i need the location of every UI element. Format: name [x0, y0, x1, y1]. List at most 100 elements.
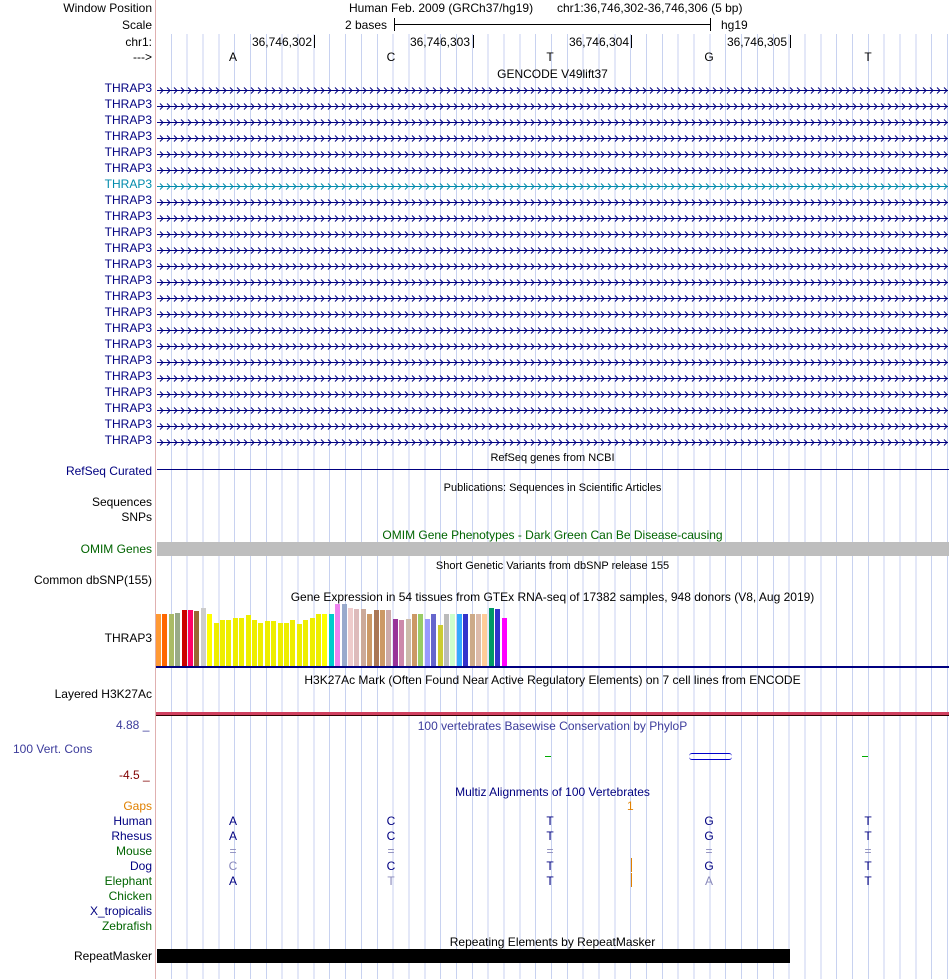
- gtex-tissue-bar[interactable]: [367, 614, 372, 666]
- strand-label[interactable]: --->: [133, 50, 152, 64]
- gtex-tissue-bar[interactable]: [438, 625, 443, 666]
- gencode-gene-label[interactable]: THRAP3: [104, 257, 152, 271]
- pubs-track-label-snps[interactable]: SNPs: [121, 510, 152, 524]
- gtex-tissue-bar[interactable]: [252, 620, 257, 666]
- gtex-tissue-bar[interactable]: [246, 615, 251, 666]
- dbsnp-track-label[interactable]: Common dbSNP(155): [33, 573, 152, 587]
- gtex-tissue-bar[interactable]: [310, 618, 315, 666]
- gtex-tissue-bar[interactable]: [393, 619, 398, 666]
- gtex-tissue-bar[interactable]: [220, 620, 225, 666]
- species-dog[interactable]: Dog: [129, 859, 152, 873]
- gtex-tissue-bar[interactable]: [322, 614, 327, 666]
- gtex-tissue-bar[interactable]: [399, 620, 404, 666]
- gtex-tissue-bar[interactable]: [412, 614, 417, 666]
- gtex-tissue-bar[interactable]: [495, 609, 500, 666]
- repeat-element-bar[interactable]: [157, 949, 790, 963]
- species-x-tropicalis[interactable]: X_tropicalis: [89, 904, 152, 918]
- gtex-tissue-bar[interactable]: [502, 618, 507, 666]
- gtex-tissue-bar[interactable]: [290, 620, 295, 666]
- gencode-transcript[interactable]: [157, 164, 948, 174]
- phylop-track-label[interactable]: 100 Vert. Cons: [13, 742, 93, 756]
- gtex-tissue-bar[interactable]: [463, 614, 468, 666]
- gencode-gene-label[interactable]: THRAP3: [104, 417, 152, 431]
- gencode-gene-label[interactable]: THRAP3: [104, 337, 152, 351]
- gtex-tissue-bar[interactable]: [169, 614, 174, 666]
- refseq-gene-line[interactable]: [157, 469, 949, 470]
- gencode-gene-label[interactable]: THRAP3: [104, 433, 152, 447]
- gencode-gene-label[interactable]: THRAP3: [104, 81, 152, 95]
- gtex-tissue-bar[interactable]: [489, 608, 494, 666]
- pubs-track-label-sequences[interactable]: Sequences: [91, 495, 152, 509]
- gtex-tissue-bar[interactable]: [374, 610, 379, 666]
- gencode-transcript[interactable]: [157, 340, 948, 350]
- gtex-tissue-bar[interactable]: [431, 614, 436, 666]
- gtex-track-label[interactable]: THRAP3: [104, 631, 152, 645]
- gencode-transcript[interactable]: [157, 228, 948, 238]
- species-mouse[interactable]: Mouse: [115, 844, 152, 858]
- gencode-gene-label[interactable]: THRAP3: [104, 321, 152, 335]
- gencode-gene-label[interactable]: THRAP3: [104, 145, 152, 159]
- gtex-tissue-bar[interactable]: [335, 604, 340, 666]
- gencode-transcript[interactable]: [157, 244, 948, 254]
- gtex-tissue-bar[interactable]: [233, 618, 238, 666]
- gencode-transcript[interactable]: [157, 308, 948, 318]
- gtex-tissue-bar[interactable]: [303, 620, 308, 666]
- gtex-tissue-bar[interactable]: [380, 610, 385, 666]
- gtex-tissue-bar[interactable]: [482, 614, 487, 666]
- gencode-transcript[interactable]: [157, 420, 948, 430]
- gencode-gene-label[interactable]: THRAP3: [104, 97, 152, 111]
- gencode-transcript[interactable]: [157, 276, 948, 286]
- gtex-tissue-bar[interactable]: [329, 614, 334, 666]
- gencode-gene-label[interactable]: THRAP3: [104, 353, 152, 367]
- gtex-tissue-bar[interactable]: [207, 614, 212, 666]
- gtex-tissue-bar[interactable]: [444, 614, 449, 666]
- window-position[interactable]: chr1:36,746,302-36,746,306 (5 bp): [557, 1, 743, 15]
- gencode-transcript[interactable]: [157, 436, 948, 446]
- gtex-tissue-bar[interactable]: [342, 604, 347, 666]
- species-zebrafish[interactable]: Zebrafish: [101, 919, 152, 933]
- gtex-tissue-bar[interactable]: [194, 611, 199, 666]
- gtex-tissue-bar[interactable]: [175, 613, 180, 666]
- gtex-tissue-bar[interactable]: [297, 624, 302, 666]
- species-human[interactable]: Human: [113, 814, 152, 828]
- gencode-gene-label[interactable]: THRAP3: [104, 369, 152, 383]
- gencode-gene-label[interactable]: THRAP3: [104, 209, 152, 223]
- gencode-transcript[interactable]: [157, 260, 948, 270]
- gencode-transcript[interactable]: [157, 356, 948, 366]
- gtex-tissue-bar[interactable]: [406, 619, 411, 666]
- gencode-transcript[interactable]: [157, 404, 948, 414]
- gencode-transcript[interactable]: [157, 148, 948, 158]
- gtex-tissue-bar[interactable]: [361, 609, 366, 666]
- refseq-track-label[interactable]: RefSeq Curated: [65, 464, 152, 478]
- gtex-tissue-bar[interactable]: [348, 608, 353, 666]
- gencode-transcript[interactable]: [157, 116, 948, 126]
- species-elephant[interactable]: Elephant: [104, 874, 152, 888]
- gencode-transcript[interactable]: [157, 100, 948, 110]
- gtex-tissue-bar[interactable]: [278, 623, 283, 666]
- gencode-transcript[interactable]: [157, 372, 948, 382]
- gencode-transcript[interactable]: [157, 324, 948, 334]
- gencode-gene-label[interactable]: THRAP3: [104, 401, 152, 415]
- gtex-tissue-bar[interactable]: [265, 621, 270, 666]
- gencode-transcript[interactable]: [157, 388, 948, 398]
- gtex-tissue-bar[interactable]: [425, 619, 430, 666]
- gtex-tissue-bar[interactable]: [156, 614, 161, 666]
- gencode-transcript[interactable]: [157, 196, 948, 206]
- gencode-gene-label[interactable]: THRAP3: [104, 241, 152, 255]
- species-chicken[interactable]: Chicken: [108, 889, 152, 903]
- h3k27ac-track-label[interactable]: Layered H3K27Ac: [54, 687, 152, 701]
- gencode-gene-label[interactable]: THRAP3: [104, 113, 152, 127]
- gencode-transcript[interactable]: [157, 180, 948, 190]
- gtex-tissue-bar[interactable]: [226, 620, 231, 666]
- gtex-tissue-bar[interactable]: [214, 623, 219, 666]
- gtex-tissue-bar[interactable]: [470, 614, 475, 666]
- gencode-gene-label[interactable]: THRAP3: [104, 385, 152, 399]
- gtex-tissue-bar[interactable]: [182, 610, 187, 666]
- gencode-gene-label[interactable]: THRAP3: [104, 177, 152, 191]
- gtex-tissue-bar[interactable]: [284, 623, 289, 666]
- gtex-tissue-bar[interactable]: [354, 609, 359, 666]
- h3k27ac-signal[interactable]: [156, 712, 949, 716]
- gtex-tissue-bar[interactable]: [457, 614, 462, 666]
- gencode-transcript[interactable]: [157, 212, 948, 222]
- gtex-tissue-bar[interactable]: [188, 610, 193, 666]
